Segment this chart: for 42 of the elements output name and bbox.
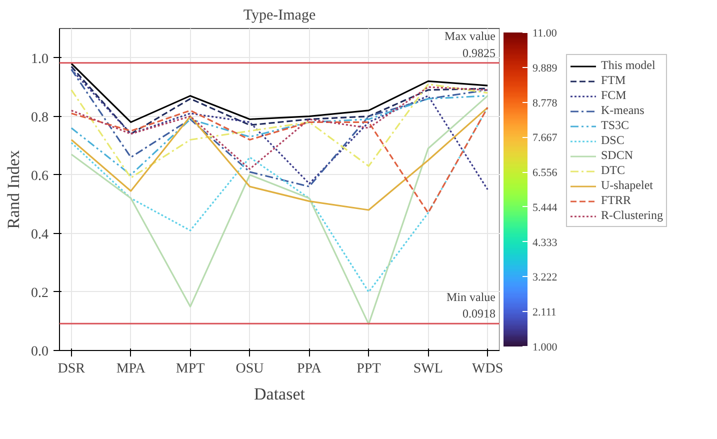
x-tick-label: PPA xyxy=(297,362,322,376)
line-series xyxy=(70,62,488,123)
legend-label: DSC xyxy=(601,133,624,148)
legend-label: TS3C xyxy=(601,118,630,133)
color-bar-label: 5.444 xyxy=(532,202,558,214)
color-bar-label: 2.111 xyxy=(532,306,556,319)
ref-line-label: Max value 0.9825 xyxy=(444,29,496,60)
chart-title: Type-Image xyxy=(243,8,316,24)
y-tick-label: 0.6 xyxy=(31,168,48,184)
ref-line-label: Min value 0.0918 xyxy=(446,290,496,321)
x-tick-label: WDS xyxy=(472,362,504,376)
legend-label: DTC xyxy=(601,163,625,178)
color-bar-label: 4.333 xyxy=(532,236,558,249)
x-tick-label: PPT xyxy=(356,362,382,376)
color-bar-label: 11.00 xyxy=(532,28,558,40)
legend-label: FCM xyxy=(601,88,626,103)
color-bar-label: 3.222 xyxy=(532,272,558,284)
x-tick-label: MPA xyxy=(116,362,146,376)
color-bar-label: 7.667 xyxy=(532,132,558,144)
color-bar-label: 1.000 xyxy=(532,342,558,354)
color-bar-label: 6.556 xyxy=(532,167,558,180)
x-tick-label: MPT xyxy=(176,362,206,376)
legend-label: R-Clustering xyxy=(601,208,663,223)
legend-label: U-shapelet xyxy=(601,178,653,193)
y-tick-label: 0.4 xyxy=(31,227,48,242)
legend-label: K-means xyxy=(601,103,644,118)
legend-label: FTRR xyxy=(601,193,632,208)
legend-label: SDCN xyxy=(601,148,634,163)
x-tick-label: DSR xyxy=(58,362,86,376)
legend-label: FTM xyxy=(601,73,626,88)
color-bar-label: 8.778 xyxy=(532,97,558,110)
y-axis-title: Rand Index xyxy=(4,150,23,229)
y-tick-label: 0.2 xyxy=(31,286,48,301)
color-bar-label: 9.889 xyxy=(532,62,558,74)
legend-label: This model xyxy=(601,58,656,73)
x-tick-label: OSU xyxy=(236,362,264,376)
x-tick-label: SWL xyxy=(413,362,443,376)
y-tick-label: 0.0 xyxy=(31,344,48,360)
y-tick-label: 0.8 xyxy=(31,110,48,126)
x-axis-title: Dataset xyxy=(254,384,306,404)
y-tick-label: 1.0 xyxy=(31,52,48,67)
line-series xyxy=(70,106,488,293)
